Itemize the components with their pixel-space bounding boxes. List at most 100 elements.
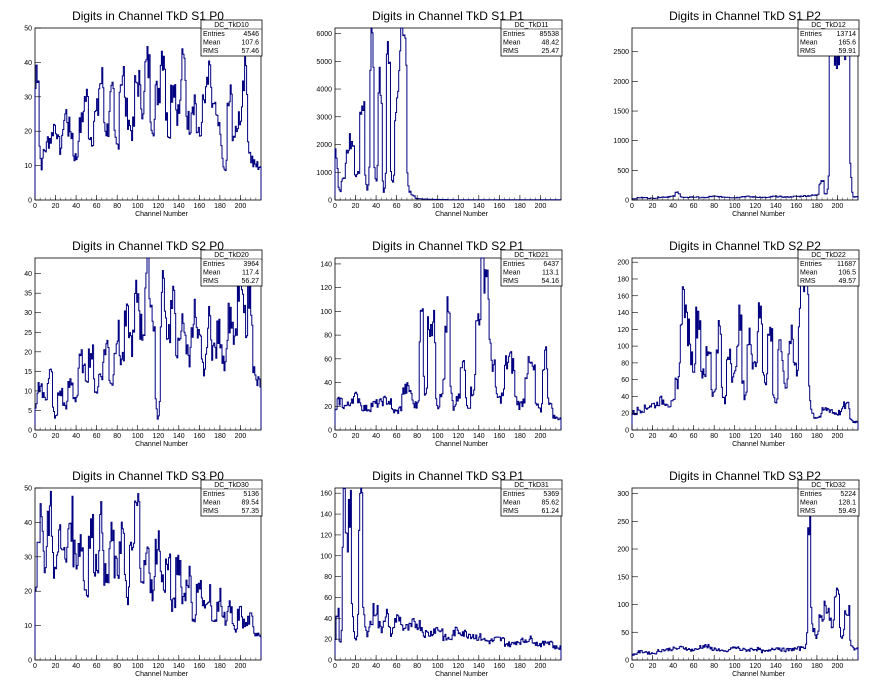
stats-value: 107.6 xyxy=(241,40,259,47)
y-tick-label: 1000 xyxy=(316,170,332,177)
y-tick-label: 20 xyxy=(24,589,32,596)
x-axis-label: Channel Number xyxy=(135,441,189,448)
stats-key: RMS xyxy=(203,48,219,55)
x-tick-label: 0 xyxy=(33,433,37,440)
y-tick-label: 50 xyxy=(24,486,32,493)
y-tick-label: 2500 xyxy=(613,49,629,56)
x-tick-label: 180 xyxy=(214,433,226,440)
y-tick-label: 40 xyxy=(24,520,32,527)
stats-value: 117.4 xyxy=(242,270,259,277)
x-tick-label: 180 xyxy=(514,433,526,440)
x-tick-label: 80 xyxy=(710,203,718,210)
y-tick-label: 40 xyxy=(324,380,332,387)
x-tick-label: 140 xyxy=(473,203,485,210)
y-tick-label: 50 xyxy=(621,630,629,637)
x-tick-label: 140 xyxy=(770,203,782,210)
stats-name: DC_TkD31 xyxy=(514,482,549,489)
y-tick-label: 3000 xyxy=(316,114,332,121)
stats-box: DC_TkD11 Entries 85538 Mean 48.42 RMS 25.47 xyxy=(500,19,563,57)
y-tick-label: 100 xyxy=(617,344,629,351)
histogram-line xyxy=(334,257,562,430)
y-tick-label: 0 xyxy=(328,658,332,665)
x-axis-label: Channel Number xyxy=(732,671,786,678)
stats-key: Mean xyxy=(800,500,818,507)
x-axis-label: Channel Number xyxy=(435,671,489,678)
stats-box: DC_TkD30 Entries 5136 Mean 89.54 RMS 57.35 xyxy=(200,479,263,517)
stats-box: DC_TkD22 Entries 11687 Mean 106.5 RMS 49.57 xyxy=(797,249,860,287)
stats-value: 59.49 xyxy=(838,508,856,515)
y-tick-label: 10 xyxy=(24,388,32,395)
y-tick-label: 2000 xyxy=(613,79,629,86)
x-axis-label: Channel Number xyxy=(435,211,489,218)
stats-key: Entries xyxy=(800,31,822,38)
x-tick-label: 40 xyxy=(372,203,380,210)
y-tick-label: 250 xyxy=(617,519,629,526)
x-tick-label: 200 xyxy=(832,203,844,210)
histogram-panel: Digits in Channel TkD S2 P1 0 20 40 60 80 100 1… xyxy=(320,239,563,448)
panel-title: Digits in Channel TkD S2 P0 xyxy=(72,239,224,253)
stats-name: DC_TkD22 xyxy=(811,252,846,259)
stats-key: Entries xyxy=(503,31,525,38)
x-tick-label: 100 xyxy=(432,433,444,440)
stats-name: DC_TkD11 xyxy=(514,22,548,29)
x-tick-label: 180 xyxy=(514,663,526,670)
y-tick-label: 60 xyxy=(621,377,629,384)
stats-key: RMS xyxy=(503,278,519,285)
x-tick-label: 100 xyxy=(132,663,144,670)
histogram-line xyxy=(631,257,859,430)
x-tick-label: 40 xyxy=(72,203,80,210)
stats-value: 165.6 xyxy=(838,40,856,47)
histogram-line xyxy=(334,27,562,201)
stats-box: DC_TkD10 Entries 4546 Mean 107.6 RMS 57.46 xyxy=(200,19,263,57)
stats-key: RMS xyxy=(503,48,519,55)
stats-value: 54.16 xyxy=(541,278,559,285)
x-tick-label: 80 xyxy=(413,433,421,440)
y-tick-label: 200 xyxy=(617,260,629,267)
y-tick-label: 0 xyxy=(28,428,32,435)
y-tick-label: 60 xyxy=(324,356,332,363)
stats-box: DC_TkD20 Entries 3964 Mean 117.4 RMS 56.27 xyxy=(200,249,263,287)
y-tick-label: 0 xyxy=(28,658,32,665)
x-tick-label: 140 xyxy=(473,663,485,670)
x-tick-label: 140 xyxy=(173,433,185,440)
stats-value: 25.47 xyxy=(541,48,559,55)
y-tick-label: 80 xyxy=(621,360,629,367)
stats-value: 56.27 xyxy=(241,278,259,285)
x-tick-label: 0 xyxy=(33,663,37,670)
x-tick-label: 200 xyxy=(832,433,844,440)
stats-key: Mean xyxy=(800,40,818,47)
y-tick-label: 100 xyxy=(320,309,332,316)
stats-key: Entries xyxy=(503,261,525,268)
x-tick-label: 120 xyxy=(749,663,761,670)
x-tick-label: 200 xyxy=(235,433,247,440)
y-tick-label: 35 xyxy=(24,291,32,298)
y-tick-label: 100 xyxy=(617,602,629,609)
y-tick-label: 0 xyxy=(28,198,32,205)
histogram-line xyxy=(631,27,859,200)
x-tick-label: 60 xyxy=(690,433,698,440)
x-tick-label: 100 xyxy=(729,663,741,670)
y-tick-label: 120 xyxy=(617,327,629,334)
x-tick-label: 60 xyxy=(690,663,698,670)
y-tick-label: 30 xyxy=(24,310,32,317)
x-axis-label: Channel Number xyxy=(135,671,189,678)
stats-key: Entries xyxy=(800,491,822,498)
stats-key: RMS xyxy=(503,508,519,515)
x-tick-label: 120 xyxy=(749,433,761,440)
y-tick-label: 15 xyxy=(24,369,32,376)
stats-key: RMS xyxy=(203,278,219,285)
x-tick-label: 20 xyxy=(649,203,657,210)
stats-value: 5369 xyxy=(543,491,559,498)
x-tick-label: 80 xyxy=(710,663,718,670)
y-tick-label: 100 xyxy=(320,553,332,560)
histogram-panel: Digits in Channel TkD S2 P00 20 40 60 80 100 1… xyxy=(24,239,263,448)
stats-value: 48.42 xyxy=(541,40,559,47)
x-tick-label: 60 xyxy=(393,433,401,440)
stats-box: DC_TkD32 Entries 5224 Mean 128.1 RMS 59.49 xyxy=(797,479,860,517)
stats-value: 57.46 xyxy=(241,48,259,55)
y-tick-label: 1500 xyxy=(613,109,629,116)
stats-value: 49.57 xyxy=(838,278,856,285)
x-tick-label: 80 xyxy=(413,663,421,670)
x-tick-label: 80 xyxy=(113,663,121,670)
